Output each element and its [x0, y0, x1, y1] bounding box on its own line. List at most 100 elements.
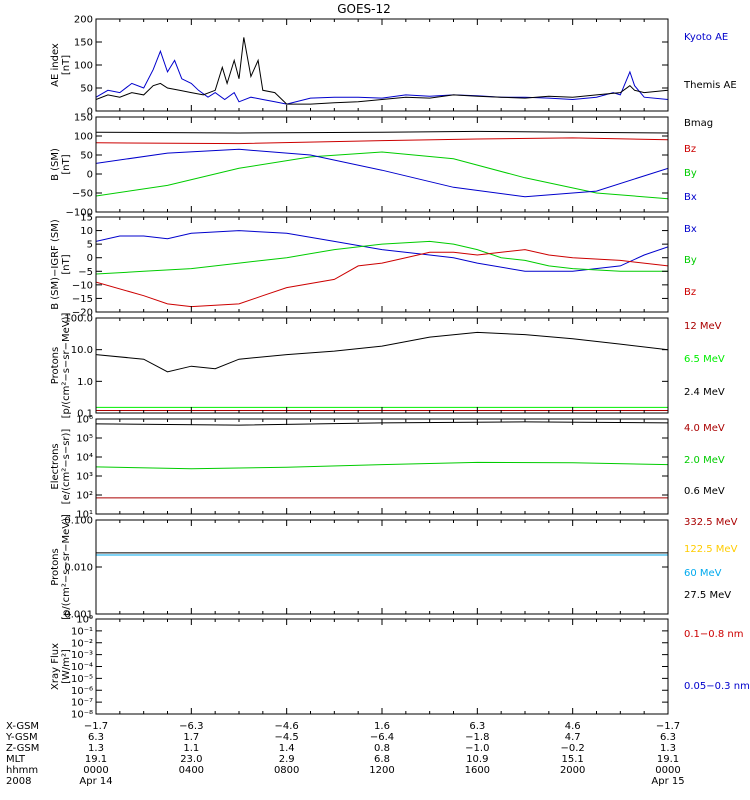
series-line-db-1 — [96, 240, 668, 275]
legend-entry-electrons: 4.0 MeV — [684, 423, 725, 434]
legend-entry-b: Bz — [684, 144, 696, 155]
ephemeris-value: −0.2 — [561, 743, 585, 754]
legend-entry-xray: 0.1−0.8 nm — [684, 629, 743, 640]
panel-protons_low: 0.1 1.0 10.0 100.0Protons[p/(cm²−s−sr−MeV)]… — [50, 312, 725, 419]
y-tick-label: 100.0 — [64, 314, 93, 325]
ephemeris-value: 1.7 — [183, 732, 199, 743]
series-line-db-0 — [96, 230, 668, 272]
y-tick-label: 150 — [74, 113, 93, 124]
series-line-electrons-1 — [96, 461, 668, 470]
legend-entry-b: Bx — [684, 192, 697, 203]
ephemeris-value: Apr 14 — [79, 776, 112, 787]
ephemeris-value: 19.1 — [85, 754, 107, 765]
panel-frame — [95, 618, 669, 715]
ephemeris-value: −6.4 — [370, 732, 394, 743]
y-tick-label: 10⁰ — [76, 615, 93, 626]
y-tick-label: 100 — [74, 61, 93, 72]
ephemeris-value: −4.5 — [275, 732, 299, 743]
ephemeris-value: 0000 — [655, 765, 680, 776]
legend-entry-protons_high: 27.5 MeV — [684, 590, 731, 601]
chart-title: GOES-12 — [337, 2, 391, 16]
legend-entry-electrons: 2.0 MeV — [684, 455, 725, 466]
ephemeris-table: X-GSMY-GSMZ-GSMMLThhmm2008−1.76.31.319.1… — [5, 721, 685, 787]
ephemeris-value: Apr 15 — [651, 776, 684, 787]
ephemeris-row-label: Y-GSM — [5, 732, 38, 743]
y-tick-label: 10⁵ — [76, 434, 93, 445]
y-axis-label-line: Electrons — [50, 443, 61, 489]
ephemeris-value: −6.3 — [179, 721, 203, 732]
series-line-b-3 — [96, 148, 668, 198]
ephemeris-value: 1.3 — [88, 743, 104, 754]
y-tick-label: 10¹ — [76, 510, 93, 521]
panel-b: −100 −50 0 50 100 150 B (SM)[nT] Bmag Bz By Bx — [50, 113, 713, 219]
y-tick-label: 0.010 — [64, 563, 93, 574]
y-tick-label: 10⁻⁷ — [71, 698, 93, 709]
legend-entry-b: Bmag — [684, 118, 713, 129]
panel-ae: 0 50 100 150 200 AE index[nT] Kyoto AE Themis A… — [50, 15, 737, 118]
ephemeris-value: 10.9 — [466, 754, 488, 765]
y-tick-label: −15 — [72, 294, 93, 305]
legend-entry-db: Bx — [684, 224, 697, 235]
y-axis-label-line: AE index — [50, 43, 61, 87]
legend-entry-xray: 0.05−0.3 nm — [684, 681, 750, 692]
legend-entry-protons_high: 60 MeV — [684, 568, 722, 579]
panel-frame — [95, 418, 669, 515]
legend-entry-b: By — [684, 168, 697, 179]
ephemeris-value: 15.1 — [562, 754, 584, 765]
y-tick-label: 0.001 — [64, 610, 93, 621]
ephemeris-value: 1.4 — [279, 743, 295, 754]
series-line-db-2 — [96, 249, 668, 308]
ephemeris-value: 2.9 — [279, 754, 295, 765]
ephemeris-row-label: 2008 — [6, 776, 31, 787]
ephemeris-row-label: MLT — [6, 754, 26, 765]
series-line-ae-1 — [96, 37, 668, 105]
y-axis-label-line: [nT] — [61, 55, 72, 75]
legend-entry-protons_low: 12 MeV — [684, 321, 722, 332]
y-tick-label: 10⁻⁵ — [71, 674, 93, 685]
ephemeris-value: 19.1 — [657, 754, 679, 765]
ephemeris-value: 6.3 — [88, 732, 104, 743]
ephemeris-value: 6.3 — [469, 721, 485, 732]
ephemeris-value: 4.7 — [565, 732, 581, 743]
y-tick-label: 5 — [87, 240, 93, 251]
panel-frame — [95, 18, 669, 112]
y-axis-label-line: Protons — [50, 548, 61, 585]
series-line-b-0 — [96, 130, 668, 134]
y-tick-label: 10.0 — [71, 345, 93, 356]
ephemeris-value: 1600 — [465, 765, 490, 776]
y-tick-label: 50 — [80, 151, 93, 162]
y-axis-label: Electrons[e/(cm²−s−sr)] — [50, 429, 72, 505]
ephemeris-value: 1.6 — [374, 721, 390, 732]
y-tick-label: 0.1 — [77, 409, 93, 420]
y-tick-label: 10⁶ — [76, 415, 93, 426]
y-axis-label: B (SM)[nT] — [50, 148, 72, 181]
series-line-protons_low-0 — [96, 331, 668, 373]
legend-entry-db: By — [684, 255, 697, 266]
ephemeris-value: 0000 — [83, 765, 108, 776]
panel-protons_high: 0.0010.0100.100Protons[p/(cm²−s−sr−MeV)]… — [50, 514, 738, 621]
y-tick-label: 1.0 — [77, 377, 93, 388]
panel-frame — [95, 216, 669, 313]
y-axis-label: AE index[nT] — [50, 43, 72, 87]
legend-entry-ae: Kyoto AE — [684, 32, 728, 43]
legend-entry-ae: Themis AE — [683, 80, 737, 91]
y-axis-label: Protons[p/(cm²−s−sr−MeV)] — [50, 312, 72, 418]
ephemeris-row-label: X-GSM — [6, 721, 39, 732]
y-axis-label-line: Protons — [50, 347, 61, 384]
y-tick-label: −10 — [72, 280, 93, 291]
ephemeris-row-label: hhmm — [6, 765, 38, 776]
y-tick-label: 150 — [74, 38, 93, 49]
panel-frame — [95, 116, 669, 213]
legend-entry-protons_low: 2.4 MeV — [684, 387, 725, 398]
ephemeris-value: 6.8 — [374, 754, 390, 765]
y-tick-label: −100 — [66, 208, 93, 219]
ephemeris-value: 1.3 — [660, 743, 676, 754]
y-tick-label: 0 — [87, 170, 93, 181]
y-axis-label: B (SM)−IGRF (SM)[nT] — [50, 219, 72, 310]
y-tick-label: 0 — [87, 107, 93, 118]
panel-frame — [95, 519, 669, 615]
panel-db: −20 −15 −10 −5 0 5 10 15 B (SM)−IGRF (SM)[nT] Bx B… — [50, 213, 697, 319]
ephemeris-value: −1.0 — [465, 743, 489, 754]
